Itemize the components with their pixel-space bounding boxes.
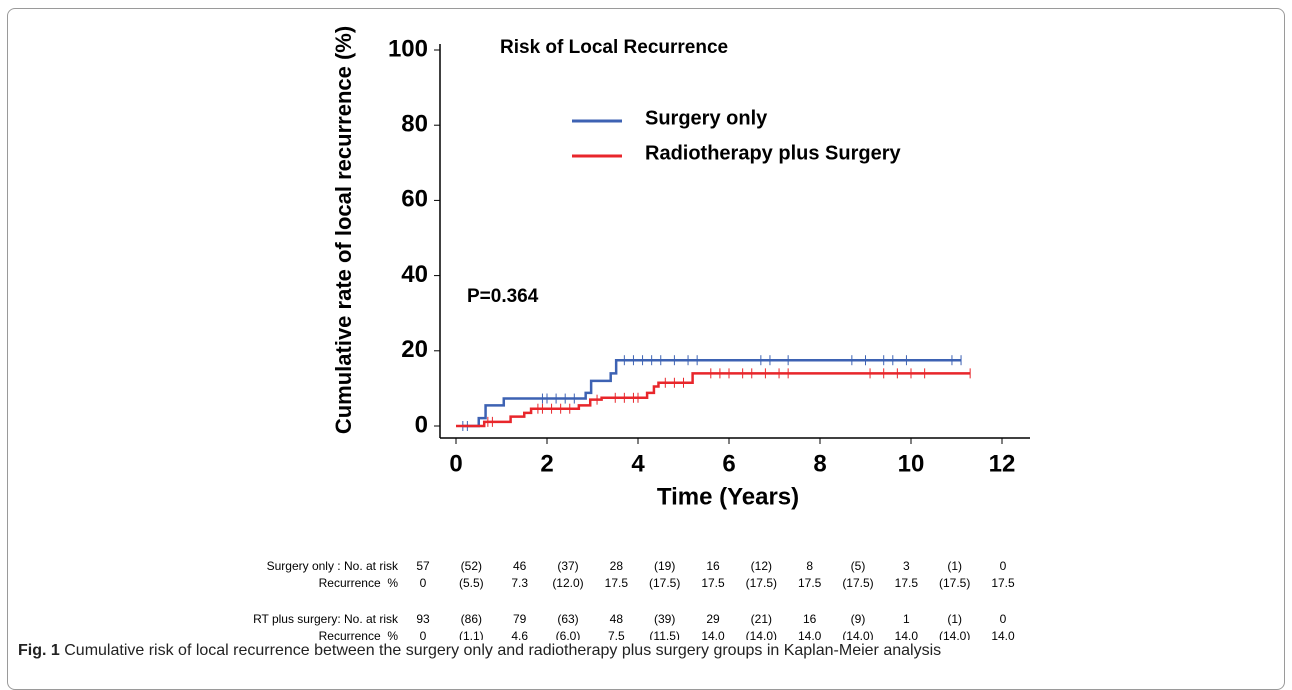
risk-cell: (17.5): [842, 576, 873, 590]
risk-cell: 93: [416, 612, 430, 626]
risk-cell: (17.5): [939, 576, 970, 590]
risk-cell: 17.5: [991, 576, 1015, 590]
risk-cell: 7.5: [608, 629, 625, 640]
risk-cell: (63): [557, 612, 578, 626]
caption-text: Cumulative risk of local recurrence betw…: [64, 642, 942, 659]
page: 0 20 40 60 80 100 0 2 4 6 8 10 12 Time (Years) Cumulat…: [7, 8, 1285, 690]
x-tick-label: 4: [631, 450, 645, 477]
legend-label: Radiotherapy plus Surgery: [645, 142, 901, 164]
risk-cell: 0: [420, 629, 427, 640]
risk-cell: (14.0): [746, 629, 777, 640]
risk-cell: (19): [654, 559, 675, 573]
risk-cell: 14.0: [798, 629, 822, 640]
risk-cell: (37): [557, 559, 578, 573]
risk-cell: (17.5): [746, 576, 777, 590]
risk-cell: 17.5: [798, 576, 822, 590]
risk-cell: (14.0): [842, 629, 873, 640]
risk-cell: 17.5: [701, 576, 725, 590]
risk-cell: 3: [903, 559, 910, 573]
y-tick-label: 40: [401, 261, 428, 288]
risk-cell: (5): [851, 559, 866, 573]
risk-cell: (39): [654, 612, 675, 626]
annotation: P=0.364: [467, 286, 539, 307]
risk-cell: 29: [706, 612, 720, 626]
risk-cell: 0: [1000, 559, 1007, 573]
risk-row-label: Recurrence %: [319, 576, 399, 590]
risk-cell: (11.5): [649, 629, 679, 640]
risk-cell: (5.5): [459, 576, 484, 590]
caption-label: Fig. 1: [18, 642, 60, 659]
risk-cell: 17.5: [895, 576, 919, 590]
km-curve: [456, 372, 971, 428]
risk-cell: (14.0): [939, 629, 970, 640]
x-tick-label: 2: [540, 450, 553, 477]
y-tick-label: 0: [415, 411, 428, 438]
risk-cell: 57: [416, 559, 430, 573]
risk-cell: 16: [803, 612, 817, 626]
risk-row-label: Recurrence %: [319, 629, 399, 640]
risk-cell: 46: [513, 559, 527, 573]
risk-row-label: RT plus surgery: No. at risk: [253, 612, 399, 626]
x-tick-label: 10: [898, 450, 925, 477]
chart-title: Risk of Local Recurrence: [500, 37, 728, 58]
risk-cell: (1): [947, 612, 962, 626]
legend-label: Surgery only: [645, 107, 768, 129]
y-tick-label: 80: [401, 111, 428, 138]
risk-cell: (9): [851, 612, 866, 626]
risk-cell: 0: [420, 576, 427, 590]
y-tick-label: 100: [388, 35, 428, 62]
x-tick-label: 8: [813, 450, 826, 477]
risk-cell: (6.0): [556, 629, 581, 640]
risk-cell: (12.0): [552, 576, 583, 590]
risk-cell: 1: [903, 612, 910, 626]
risk-cell: (1): [947, 559, 962, 573]
km-curve: [462, 358, 962, 428]
risk-cell: 8: [806, 559, 813, 573]
x-tick-label: 6: [722, 450, 735, 477]
risk-cell: 0: [1000, 612, 1007, 626]
risk-cell: 14.0: [895, 629, 919, 640]
risk-cell: 14.0: [701, 629, 725, 640]
risk-cell: (86): [461, 612, 482, 626]
y-axis-label: Cumulative rate of local recurrence (%): [331, 26, 356, 434]
risk-row-label: Surgery only : No. at risk: [267, 559, 399, 573]
risk-cell: 17.5: [605, 576, 629, 590]
x-tick-label: 12: [989, 450, 1016, 477]
y-tick-label: 20: [401, 336, 428, 363]
risk-cell: 4.6: [511, 629, 528, 640]
risk-cell: 79: [513, 612, 527, 626]
risk-cell: (21): [751, 612, 772, 626]
risk-cell: 7.3: [511, 576, 528, 590]
x-axis-label: Time (Years): [657, 483, 799, 510]
y-tick-label: 60: [401, 186, 428, 213]
risk-cell: (1.1): [459, 629, 484, 640]
risk-cell: 16: [706, 559, 720, 573]
risk-cell: 14.0: [991, 629, 1015, 640]
risk-cell: 28: [610, 559, 624, 573]
risk-cell: (52): [461, 559, 482, 573]
x-tick-label: 0: [449, 450, 462, 477]
risk-cell: (17.5): [649, 576, 680, 590]
risk-cell: 48: [610, 612, 624, 626]
risk-cell: (12): [751, 559, 772, 573]
caption: Fig. 1 Cumulative risk of local recurren…: [18, 642, 941, 660]
